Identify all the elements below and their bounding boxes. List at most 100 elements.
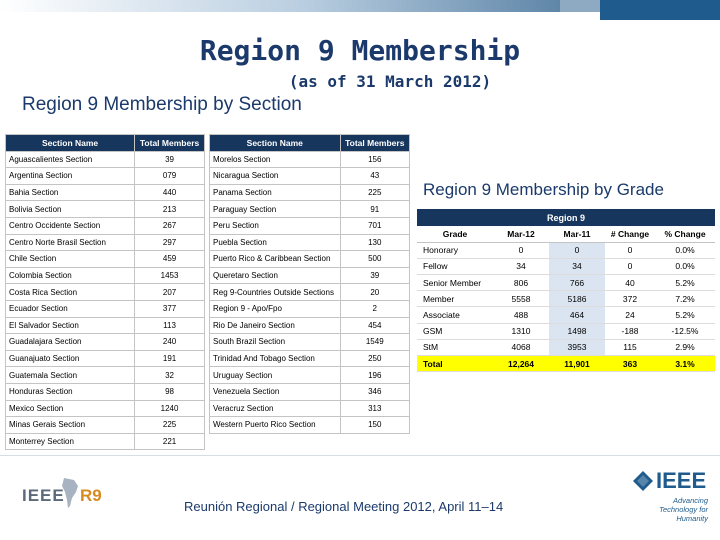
table-row: Centro Norte Brasil Section 297 <box>4 233 205 252</box>
section-name-cell: Guanajuato Section <box>4 349 136 368</box>
percent-change-cell: -12.5% <box>655 323 715 340</box>
section-name-cell: Monterrey Section <box>4 432 136 451</box>
percent-change-cell: 0.0% <box>655 258 715 276</box>
table-row: Associate 488 464 24 5.2% <box>417 306 715 324</box>
top-band-mid <box>560 0 610 12</box>
total-percent-change-cell: 3.1% <box>655 355 715 373</box>
table-row: Member 5558 5186 372 7.2% <box>417 290 715 308</box>
mar11-cell: 34 <box>549 258 605 276</box>
total-members-cell: 701 <box>339 216 411 235</box>
total-row: Total 12,264 11,901 363 3.1% <box>417 355 715 373</box>
section-name-cell: Bolivia Section <box>4 200 136 218</box>
total-members-cell: 196 <box>339 366 411 384</box>
table-row: Puerto Rico & Caribbean Section 500 <box>209 250 411 268</box>
column-header-number-change: # Change <box>605 226 655 243</box>
section-name-cell: Uruguay Section <box>209 366 341 384</box>
percent-change-cell: 2.9% <box>655 339 715 357</box>
column-header-percent-change: % Change <box>655 226 715 243</box>
section-name-cell: Veracruz Section <box>209 399 341 418</box>
section-name-cell: Rio De Janeiro Section <box>209 316 341 335</box>
total-members-cell: 225 <box>339 183 411 202</box>
column-header-section-name: Section Name <box>209 134 341 152</box>
table-row: Monterrey Section 221 <box>4 432 205 451</box>
top-decorative-band <box>0 0 720 22</box>
table-row: Venezuela Section 346 <box>209 382 411 401</box>
table-row: Fellow 34 34 0 0.0% <box>417 258 715 276</box>
ieee-logo: IEEE Advancing Technology for Humanity <box>630 466 710 526</box>
total-members-cell: 1549 <box>339 333 411 351</box>
total-members-cell: 240 <box>134 333 205 351</box>
ieee-logo-tagline: Advancing Technology for Humanity <box>659 496 708 523</box>
total-members-cell: 207 <box>134 283 205 301</box>
mar12-cell: 806 <box>493 274 549 292</box>
section-name-cell: Venezuela Section <box>209 382 341 401</box>
table-row: Guatemala Section 32 <box>4 366 205 384</box>
mar11-cell: 766 <box>549 274 605 292</box>
section-name-cell: Minas Gerais Section <box>4 416 136 434</box>
grade-table-region-title: Region 9 <box>417 209 715 226</box>
total-number-change-cell: 363 <box>605 355 655 373</box>
section-name-cell: El Salvador Section <box>4 316 136 335</box>
footer-meeting-text: Reunión Regional / Regional Meeting 2012… <box>184 499 504 514</box>
total-members-cell: 1453 <box>134 266 205 285</box>
total-members-cell: 98 <box>134 382 205 401</box>
mar11-cell: 464 <box>549 306 605 324</box>
percent-change-cell: 5.2% <box>655 274 715 292</box>
grade-cell: Senior Member <box>417 274 493 292</box>
section-name-cell: Centro Occidente Section <box>4 216 136 235</box>
top-band-dark <box>600 0 720 20</box>
column-header-total-members: Total Members <box>134 134 205 152</box>
total-members-cell: 20 <box>339 283 411 301</box>
section-name-cell: Panama Section <box>209 183 341 202</box>
total-members-cell: 250 <box>339 349 411 368</box>
number-change-cell: 24 <box>605 306 655 324</box>
section-name-cell: Nicaragua Section <box>209 167 341 185</box>
table-row: Ecuador Section 377 <box>4 299 205 318</box>
number-change-cell: 115 <box>605 339 655 357</box>
table-row: Reg 9-Countries Outside Sections 20 <box>209 283 411 301</box>
ieee-logo-text: IEEE <box>656 468 707 493</box>
table-row: Queretaro Section 39 <box>209 266 411 285</box>
total-members-cell: 267 <box>134 216 205 235</box>
ieee-r9-logo: IEEE R9 <box>22 478 112 516</box>
mar12-cell: 4068 <box>493 339 549 357</box>
table-row: Morelos Section 156 <box>209 150 411 169</box>
mar12-cell: 0 <box>493 242 549 259</box>
slide-subtitle: (as of 31 March 2012) <box>288 72 492 91</box>
number-change-cell: 372 <box>605 290 655 308</box>
number-change-cell: 0 <box>605 258 655 276</box>
table-row: Puebla Section 130 <box>209 233 411 252</box>
total-members-cell: 221 <box>134 432 205 451</box>
grade-cell: Fellow <box>417 258 493 276</box>
section-name-cell: Guatemala Section <box>4 366 136 384</box>
column-header-mar12: Mar-12 <box>493 226 549 243</box>
section-name-cell: Chile Section <box>4 250 136 268</box>
table-row: GSM 1310 1498 -188 -12.5% <box>417 323 715 340</box>
table-row: Panama Section 225 <box>209 183 411 202</box>
total-members-cell: 191 <box>134 349 205 368</box>
grade-cell: GSM <box>417 323 493 340</box>
mar12-cell: 34 <box>493 258 549 276</box>
section-name-cell: South Brazil Section <box>209 333 341 351</box>
total-members-cell: 2 <box>339 299 411 318</box>
grade-cell: Honorary <box>417 242 493 259</box>
table-row: Bolivia Section 213 <box>4 200 205 218</box>
column-header-total-members: Total Members <box>339 134 411 152</box>
section-name-cell: Queretaro Section <box>209 266 341 285</box>
total-members-cell: 91 <box>339 200 411 218</box>
section-table-right: Section Name Total Members Morelos Secti… <box>209 134 411 434</box>
table-row: Costa Rica Section 207 <box>4 283 205 301</box>
footer-divider <box>0 455 720 456</box>
table-row: Minas Gerais Section 225 <box>4 416 205 434</box>
top-band-gradient <box>0 0 560 12</box>
table-row: Mexico Section 1240 <box>4 399 205 418</box>
section-name-cell: Peru Section <box>209 216 341 235</box>
total-members-cell: 440 <box>134 183 205 202</box>
section-table-left: Section Name Total Members Aguascaliente… <box>4 134 205 451</box>
section-name-cell: Puebla Section <box>209 233 341 252</box>
section-name-cell: Trinidad And Tobago Section <box>209 349 341 368</box>
section-name-cell: Bahia Section <box>4 183 136 202</box>
total-members-cell: 079 <box>134 167 205 185</box>
total-mar12-cell: 12,264 <box>493 355 549 373</box>
grade-heading: Region 9 Membership by Grade <box>423 180 664 199</box>
